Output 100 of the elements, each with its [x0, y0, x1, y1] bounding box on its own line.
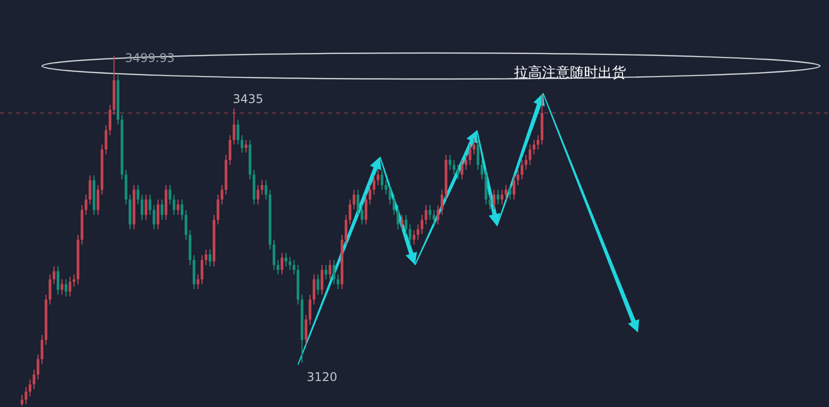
candlestick	[136, 184, 140, 205]
candlestick	[428, 204, 432, 220]
candlestick	[336, 274, 340, 290]
candlestick	[160, 199, 164, 220]
candlestick	[476, 140, 480, 170]
candlestick	[492, 189, 496, 210]
candlestick	[236, 119, 240, 146]
candlestick	[196, 274, 200, 290]
candlestick	[332, 260, 336, 285]
candlestick	[356, 189, 360, 216]
candlestick	[232, 108, 236, 146]
candlestick	[204, 249, 208, 266]
candlestick	[208, 249, 212, 267]
candlestick	[216, 194, 220, 225]
candlestick	[376, 169, 380, 186]
candlestick	[288, 256, 292, 270]
candlestick	[396, 204, 400, 230]
candlestick	[168, 184, 172, 205]
candlestick	[504, 184, 508, 200]
candlestick	[532, 140, 536, 155]
candlestick	[144, 194, 148, 220]
candlestick	[32, 369, 36, 390]
candlestick	[528, 144, 532, 166]
candlestick	[24, 386, 28, 405]
candlestick	[352, 189, 356, 210]
candlestick	[448, 154, 452, 170]
candlestick	[280, 252, 284, 275]
candlestick	[308, 294, 312, 325]
candlestick	[424, 204, 428, 225]
candlestick	[220, 184, 224, 205]
candlestick	[460, 159, 464, 180]
candlestick	[64, 278, 68, 297]
note: 拉高注意随时出货	[514, 65, 626, 81]
candlestick	[420, 214, 424, 235]
candlestick	[68, 276, 72, 297]
candlestick	[52, 266, 56, 285]
candlestick	[516, 169, 520, 186]
candlestick	[284, 252, 288, 267]
candlestick	[388, 184, 392, 205]
candlestick	[140, 194, 144, 220]
candlestick	[228, 134, 232, 166]
candlestick	[156, 199, 160, 230]
candlestick	[184, 210, 188, 240]
candlestick	[240, 134, 244, 154]
candlestick	[84, 194, 88, 216]
candlestick	[176, 199, 180, 216]
candlestick	[480, 159, 484, 180]
candlestick	[380, 169, 384, 190]
candlestick	[320, 264, 324, 296]
candlestick	[400, 214, 404, 230]
candlestick	[104, 124, 108, 155]
candlestick	[324, 264, 328, 280]
candlestick	[260, 180, 264, 196]
candlestick	[536, 134, 540, 150]
candlestick	[436, 204, 440, 225]
candlestick	[384, 180, 388, 196]
candlestick	[152, 204, 156, 230]
candlestick	[276, 260, 280, 275]
candlestick	[264, 180, 268, 200]
candlestick	[416, 224, 420, 240]
candlestick	[40, 334, 44, 364]
candlestick	[28, 378, 32, 397]
candlestick	[244, 140, 248, 154]
note: 3120	[306, 370, 338, 384]
candlestick	[272, 239, 276, 270]
candlestick	[392, 194, 396, 216]
candlestick	[412, 230, 416, 246]
candlestick	[524, 154, 528, 170]
candlestick	[60, 278, 64, 296]
candlestick	[496, 189, 500, 205]
candlestick	[488, 194, 492, 210]
candlestick	[304, 314, 308, 346]
candlestick	[408, 224, 412, 246]
candlestick	[440, 189, 444, 216]
candlestick	[344, 214, 348, 246]
candlestick	[292, 260, 296, 275]
candlestick	[404, 214, 408, 235]
candlestick	[472, 138, 476, 155]
candlestick	[108, 104, 112, 136]
candlestick	[48, 274, 52, 305]
note: 3435	[232, 92, 264, 106]
candlestick	[20, 394, 24, 406]
candlestick	[96, 184, 100, 216]
candlestick	[512, 174, 516, 200]
candlestick	[368, 184, 372, 205]
candlestick	[72, 274, 76, 288]
candlestick	[520, 159, 524, 180]
candlestick	[500, 189, 504, 205]
candlestick	[172, 194, 176, 216]
candlestick	[364, 194, 368, 225]
candlestick	[432, 210, 436, 225]
candlestick	[468, 144, 472, 166]
candlestick	[348, 199, 352, 225]
candlestick	[56, 266, 60, 296]
candlestick	[200, 254, 204, 285]
candlestick	[36, 354, 40, 380]
candlestick	[88, 174, 92, 205]
candlestick	[508, 184, 512, 200]
candlestick	[312, 274, 316, 305]
candlestick	[452, 159, 456, 176]
